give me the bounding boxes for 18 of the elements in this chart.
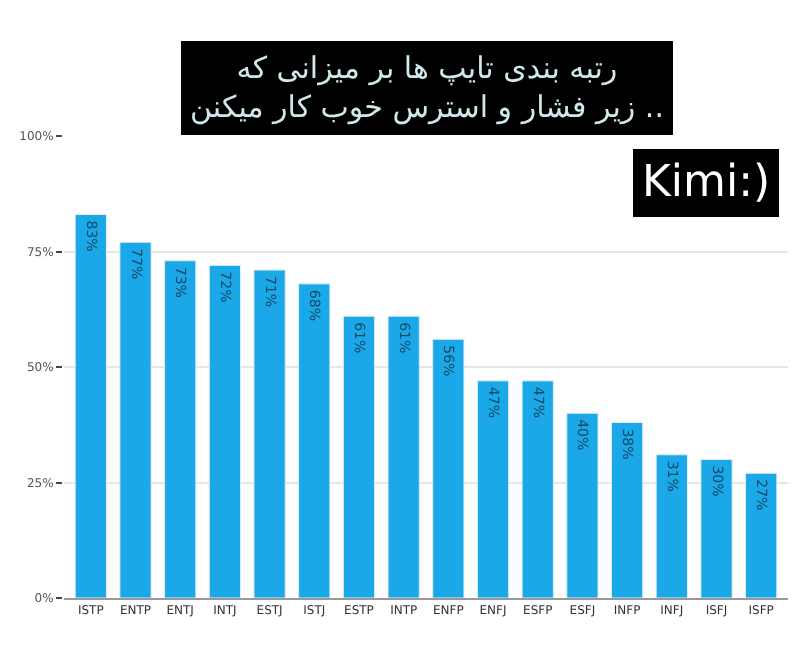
bar xyxy=(164,260,197,598)
bar xyxy=(298,283,331,598)
bar xyxy=(655,454,688,598)
bar xyxy=(566,412,599,598)
bar xyxy=(610,421,644,598)
bar xyxy=(74,214,107,598)
bar xyxy=(700,458,733,598)
annotation: Kimi:) xyxy=(642,158,771,208)
chart-title: رتبه بندی تایپ ها بر میزانی که زیر فشار و استرس خوب کار میکنن .. xyxy=(190,50,664,125)
bar xyxy=(432,338,465,598)
bar xyxy=(521,380,554,598)
bar xyxy=(476,380,510,598)
bar xyxy=(253,269,286,598)
bar xyxy=(387,315,420,598)
bar xyxy=(342,315,376,598)
bar xyxy=(208,264,242,598)
bar xyxy=(119,241,152,598)
bar xyxy=(745,472,778,598)
